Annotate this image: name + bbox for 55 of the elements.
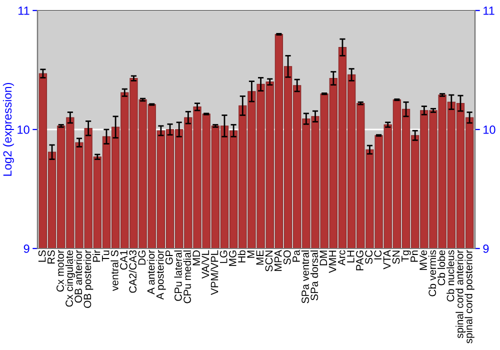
x-tick-label: LH [347, 250, 354, 262]
x-tick-label: RS [47, 250, 55, 264]
x-tick-label: Cx cingulate [65, 250, 76, 307]
y2-tick-label: 10 [484, 126, 496, 134]
x-tick-label: Pa [292, 250, 300, 262]
x-tick-label: DM [320, 250, 328, 266]
x-tick-label: LG [220, 250, 228, 263]
x-tick-label: MD [192, 250, 200, 266]
x-tick-label: Pn [410, 250, 418, 262]
x-tick-label: SPa dorsal [310, 250, 318, 300]
x-tick-label: Tg [402, 250, 411, 262]
x-tick-label: Hb [238, 250, 246, 262]
x-tick-label: VTA [383, 250, 391, 270]
x-tick-label: LS [38, 250, 46, 262]
x-tick-label: MG [228, 250, 236, 266]
x-tick-label: Cb nucleus [446, 250, 454, 302]
x-tick-label: Pir [92, 250, 100, 262]
x-tick-label: OB posterior [83, 250, 94, 308]
x-tick-label: ventral S [110, 250, 118, 291]
x-tick-label: spinal cord posterior [464, 250, 474, 344]
x-tick-label: OB anterior [74, 250, 82, 303]
x-tick-label: CPu lateral [174, 250, 182, 301]
x-tick-label: Arc [338, 250, 346, 266]
x-tick-label: Cb vermis [428, 250, 436, 296]
x-tick-label: PAG [356, 250, 364, 270]
x-tick-label: CA1 [120, 250, 128, 270]
x-tick-label: DG [138, 250, 146, 265]
x-tick-label: A anterior [147, 250, 155, 294]
x-tick-label: A posterior [156, 250, 166, 300]
x-tick-label: SC [365, 250, 373, 264]
x-tick-label: M [247, 250, 254, 258]
x-tick-label: CA2/CA3 [128, 250, 137, 293]
x-tick-label: SCN [265, 250, 273, 272]
x-tick-label: Tu [102, 250, 110, 262]
y-tick-label: 11 [18, 6, 30, 15]
x-tick-label: Cx motor [56, 250, 64, 292]
y2-tick-label: 11 [484, 6, 494, 15]
x-tick-label: GP [165, 250, 173, 264]
x-tick-label: ME [256, 250, 264, 265]
x-tick-label: SN [392, 250, 400, 264]
x-tick-label: VPM/VPL [210, 250, 218, 295]
x-tick-label: VA/VL [201, 250, 210, 279]
x-tick-label: SO [283, 250, 291, 264]
x-tick-label: spinal cord anterior [456, 250, 466, 338]
x-tick-label: MVe [420, 250, 427, 270]
x-tick-label: MPA [274, 250, 282, 271]
y2-tick-label: 9 [483, 244, 489, 253]
y-tick-label: 9 [24, 244, 30, 253]
x-tick-label: Cb lobe [437, 250, 446, 286]
x-tick-label: CPu medial [183, 250, 191, 304]
x-tick-label: SPa ventral [301, 250, 309, 304]
y-tick-label: 10 [18, 126, 30, 134]
x-tick-label: VMH [328, 250, 336, 273]
y-axis-title: Log2 (expression) [2, 82, 14, 176]
x-tick-label: IC [374, 250, 382, 260]
